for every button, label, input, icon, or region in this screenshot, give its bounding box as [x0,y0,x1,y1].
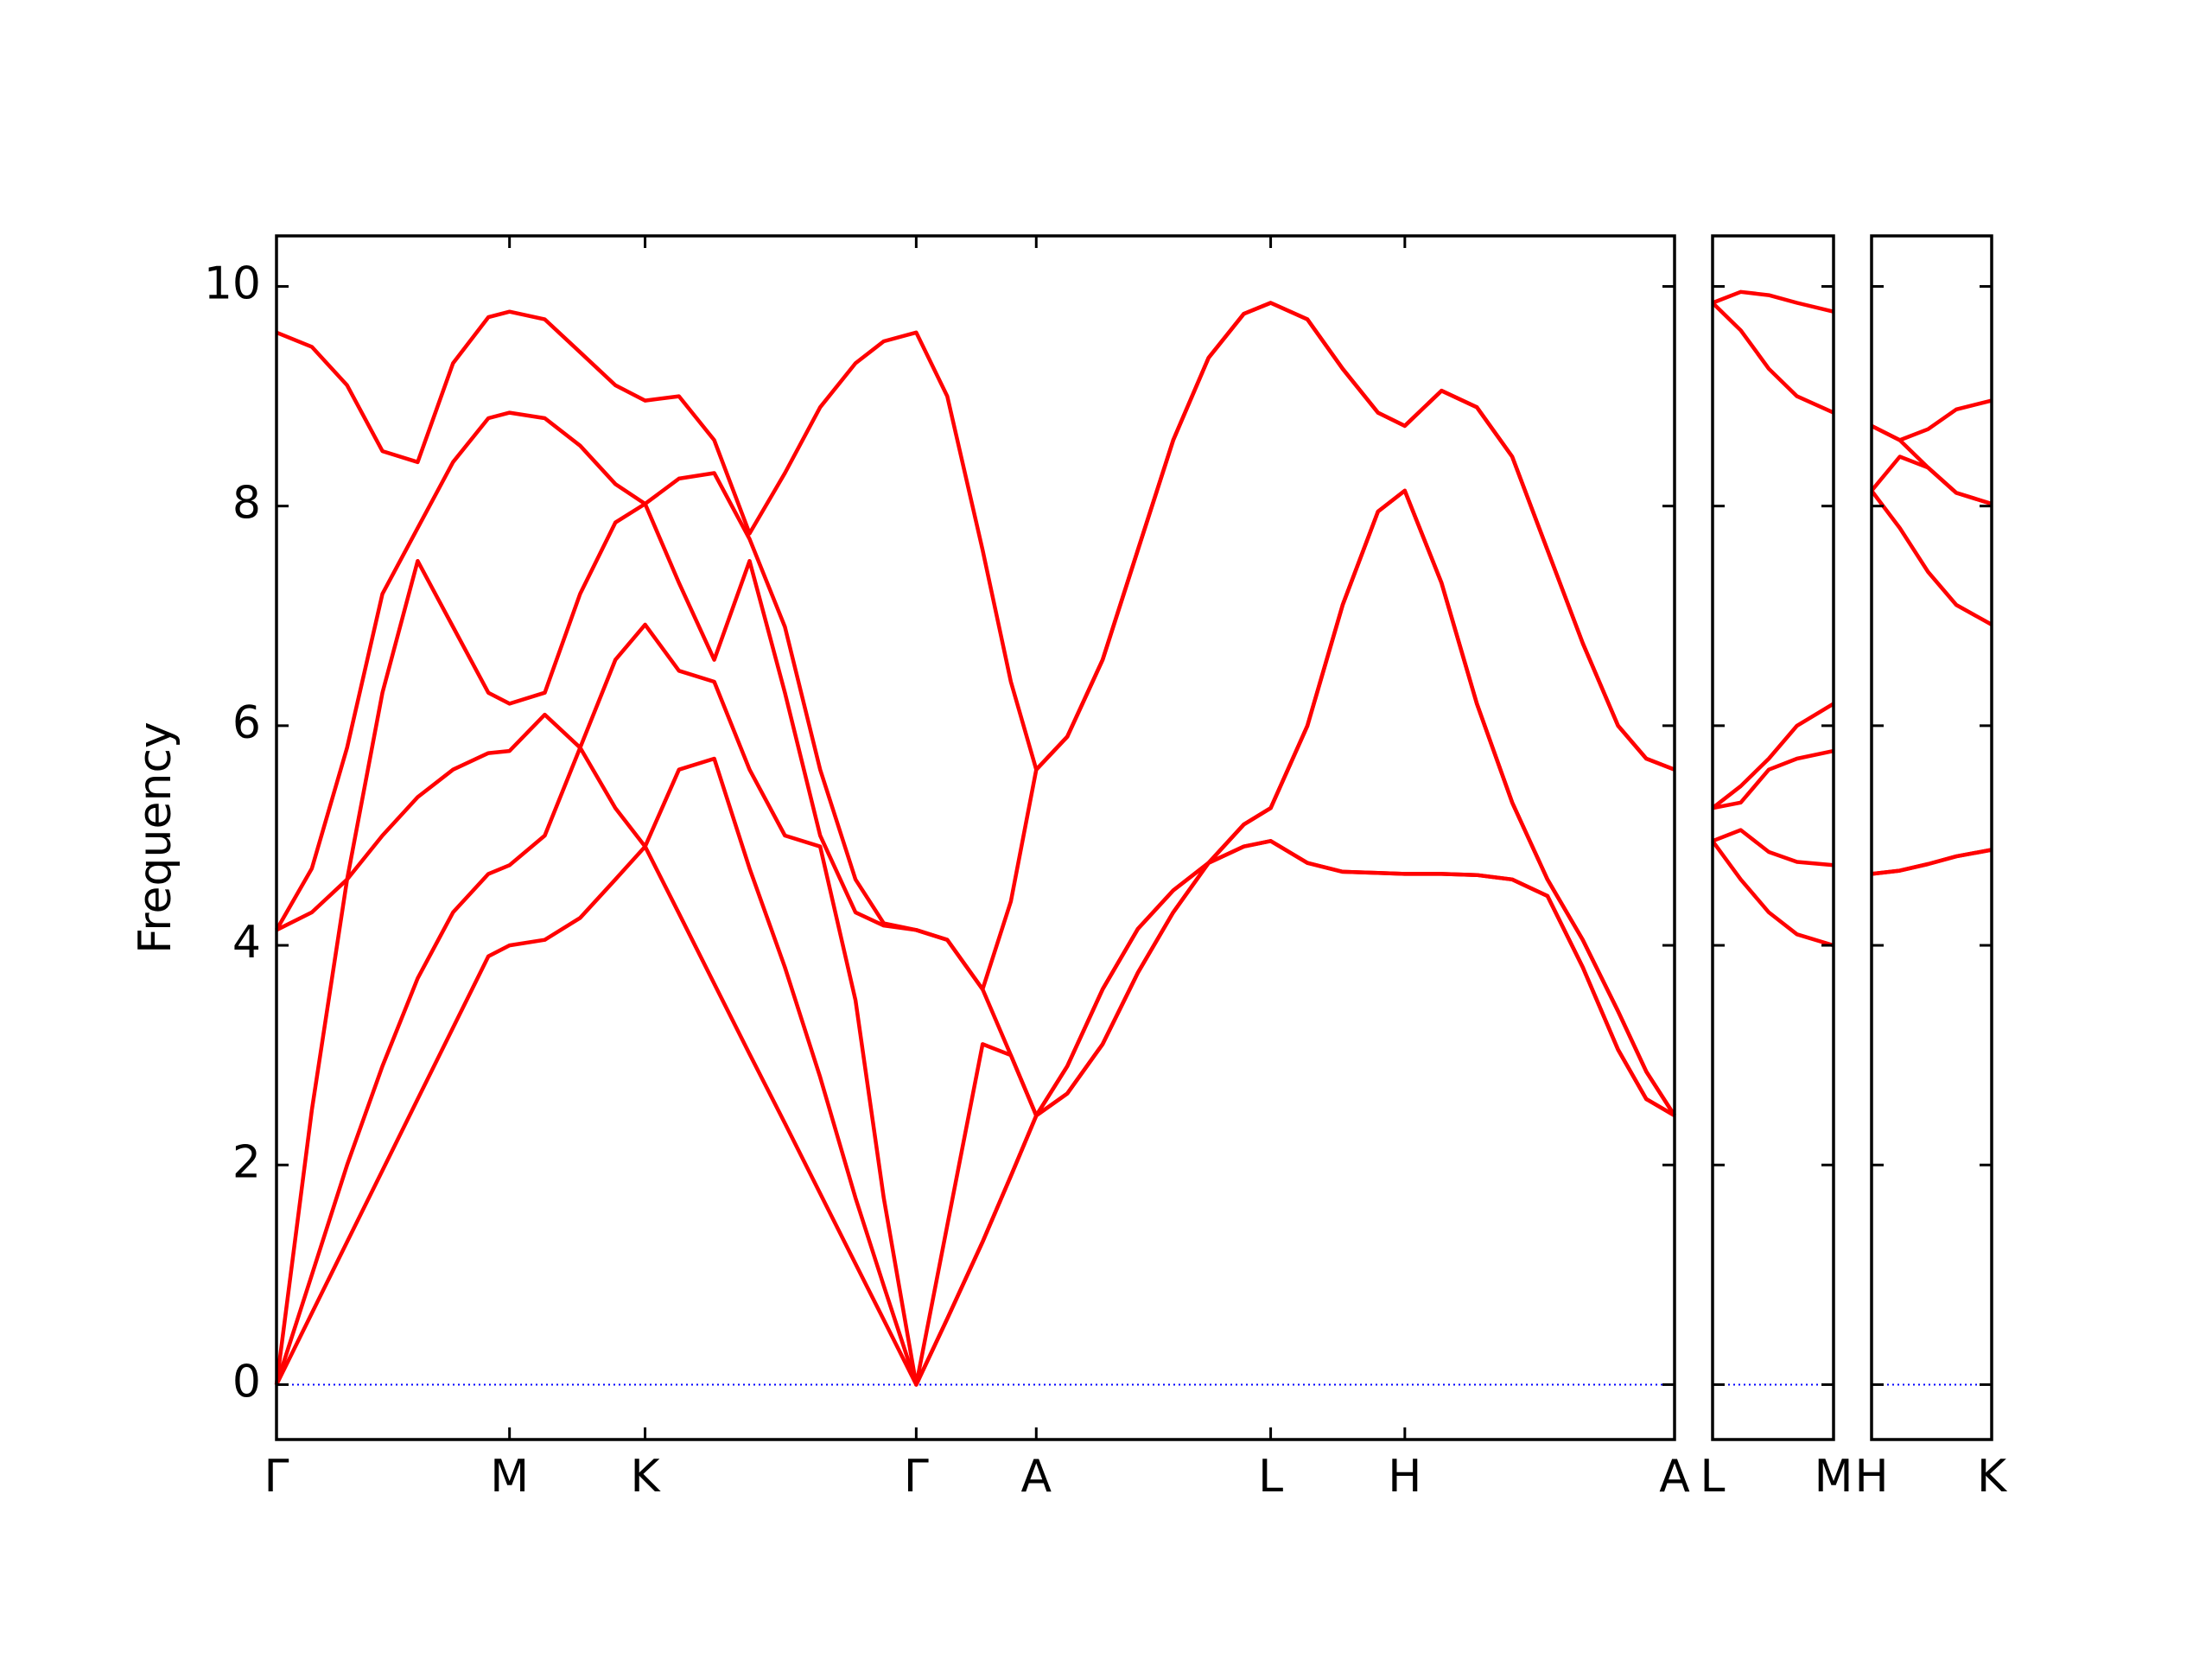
y-tick-label: 4 [232,917,261,969]
x-tick-label: K [631,1451,662,1503]
band-line [275,488,1676,1118]
panel: 0 2 4 6 8 10 Γ M K Γ A L H A Frequency [130,234,1690,1503]
y-tick-label: 8 [232,478,261,530]
band-line [274,746,1676,1387]
x-tick-label: M [490,1451,529,1503]
band-line [1870,398,1993,442]
band-line [1711,702,1835,810]
x-tick-label: Γ [264,1451,289,1503]
y-axis-label: Frequency [130,721,181,954]
plot-frame [275,234,1676,1441]
x-tick-label: A [1020,1451,1052,1503]
band-line [1712,289,1834,314]
x-tick-label: H [1388,1451,1421,1503]
band-line [274,488,1676,1387]
y-tick-label: 10 [204,257,261,309]
x-tick-label: A [1659,1451,1690,1503]
band-line [1711,301,1834,415]
y-tick-label: 0 [232,1356,261,1408]
band-line [1711,839,1834,948]
x-tick-label: L [1258,1451,1283,1503]
band-line [274,839,1676,1387]
plot-frame [1870,234,1993,1441]
x-tick-label: H [1854,1451,1888,1503]
band-line [276,301,1675,772]
band-line [1870,489,1993,626]
x-tick-label: L [1700,1451,1726,1503]
x-tick-label: Γ [904,1451,929,1503]
band-line [275,301,1675,992]
band-line [1870,423,1993,506]
y-tick-label: 6 [232,697,261,749]
band-line [1871,848,1993,876]
band-line [1712,748,1834,810]
y-tick-label: 2 [232,1136,261,1188]
x-tick-label: M [1815,1451,1853,1503]
band-line [1712,828,1834,868]
plot-frame [1711,234,1835,1441]
x-tick-label: K [1977,1451,2008,1503]
